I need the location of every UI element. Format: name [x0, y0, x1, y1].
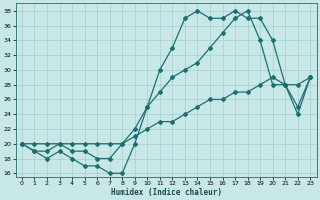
X-axis label: Humidex (Indice chaleur): Humidex (Indice chaleur) — [111, 188, 221, 197]
